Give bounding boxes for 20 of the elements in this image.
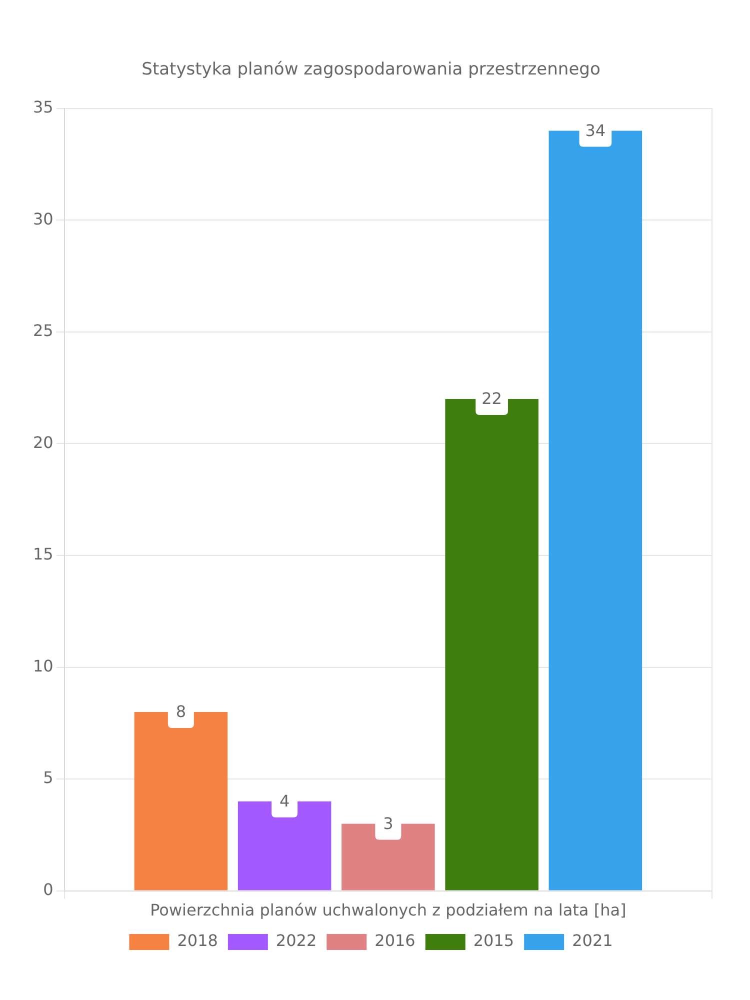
y-tick-label: 5 xyxy=(43,768,54,788)
y-tick-label: 0 xyxy=(43,880,54,899)
legend-label: 2021 xyxy=(572,931,613,950)
legend-label: 2022 xyxy=(276,931,317,950)
y-tick-label: 30 xyxy=(33,209,54,228)
legend-label: 2015 xyxy=(473,931,514,950)
y-tick-label: 20 xyxy=(33,432,54,452)
y-tick-label: 15 xyxy=(33,544,54,564)
data-label: 3 xyxy=(383,814,394,833)
legend-label: 2016 xyxy=(374,931,416,950)
data-label: 34 xyxy=(585,120,606,140)
data-label: 22 xyxy=(482,389,502,408)
chart-title: Statystyka planów zagospodarowania przestrzennego xyxy=(142,60,600,80)
y-tick-label: 35 xyxy=(33,98,54,117)
y-tick-label: 25 xyxy=(33,321,54,340)
x-tick-label: Powierzchnia planów uchwalonych z podziałem na lata [ha] xyxy=(150,900,626,920)
data-label: 4 xyxy=(279,792,290,811)
legend-label: 2018 xyxy=(177,931,218,950)
y-tick-label: 10 xyxy=(33,656,54,676)
data-label: 8 xyxy=(176,702,186,722)
